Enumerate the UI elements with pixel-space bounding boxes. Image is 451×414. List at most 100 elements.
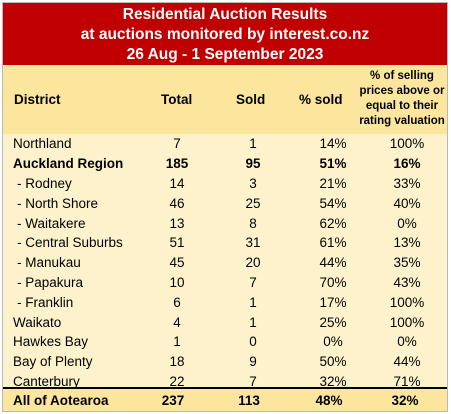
pct-sold-cell: 51% [319, 156, 347, 172]
district-cell: - Manukau [17, 255, 81, 271]
table-row: - Franklin 6 1 17% 100% [3, 292, 447, 312]
pct-valuation-header-line: % of selling [370, 70, 434, 82]
pct-valuation-header: % of selling prices above or equal to th… [359, 69, 445, 129]
total-cell: 7 [173, 136, 181, 152]
pct-val-cell: 100% [389, 294, 425, 310]
table-row: Auckland Region 185 95 51% 16% [3, 154, 447, 174]
district-cell: - Waitakere [17, 215, 86, 231]
pct-valuation-header-line: prices above or [359, 85, 445, 97]
auction-results-table: Residential Auction Results at auctions … [2, 2, 448, 412]
district-cell: Bay of Plenty [13, 354, 93, 370]
total-cell: 185 [165, 156, 189, 172]
pct-valuation-header-line: rating valuation [359, 115, 445, 127]
district-cell: - Franklin [17, 294, 74, 310]
total-district: All of Aotearoa [13, 392, 109, 408]
pct-val-cell: 100% [389, 314, 425, 330]
district-cell: Northland [13, 136, 72, 152]
column-header-row: District Total Sold % sold % of selling … [3, 65, 447, 134]
total-cell: 18 [169, 354, 185, 370]
total-cell: 13 [169, 215, 185, 231]
table-row: - Rodney 14 3 21% 33% [3, 174, 447, 194]
district-cell: Waikato [13, 314, 62, 330]
sold-cell: 1 [249, 136, 257, 152]
total-total: 237 [161, 392, 185, 408]
total-cell: 46 [169, 195, 185, 211]
table-row: - Papakura 10 7 70% 43% [3, 273, 447, 293]
pct-val-cell: 33% [393, 175, 421, 191]
pct-val-cell: 44% [393, 354, 421, 370]
total-cell: 4 [173, 314, 181, 330]
pct-val-cell: 16% [393, 156, 421, 172]
district-cell: - Papakura [17, 274, 84, 290]
sold-cell: 1 [249, 294, 257, 310]
pct-val-cell: 0% [397, 334, 417, 350]
pct-sold-cell: 54% [319, 195, 347, 211]
pct-val-cell: 35% [393, 255, 421, 271]
table-row: Hawkes Bay 1 0 0% 0% [3, 332, 447, 352]
total-row: All of Aotearoa 237 113 48% 32% [3, 387, 447, 411]
pct-sold-cell: 21% [319, 175, 347, 191]
total-cell: 22 [169, 373, 185, 389]
pct-val-cell: 100% [389, 136, 425, 152]
total-pct-val: 32% [391, 392, 419, 408]
district-header: District [14, 92, 61, 107]
total-cell: 1 [173, 334, 181, 350]
district-cell: - Rodney [17, 175, 72, 191]
pct-sold-cell: 61% [319, 235, 347, 251]
results-body: Northland 7 1 14% 100% Auckland Region 185 95 51… [3, 134, 447, 391]
pct-val-cell: 43% [393, 274, 421, 290]
pct-sold-cell: 14% [319, 136, 347, 152]
pct-sold-header: % sold [299, 92, 343, 107]
total-sold: 113 [238, 392, 260, 408]
total-cell: 6 [173, 294, 181, 310]
pct-val-cell: 40% [393, 195, 421, 211]
district-cell: Hawkes Bay [13, 334, 89, 350]
table-row: Canterbury 22 7 32% 71% [3, 372, 447, 392]
total-header: Total [161, 92, 193, 107]
sold-cell: 7 [249, 373, 257, 389]
total-pct-sold: 48% [315, 392, 343, 408]
pct-val-cell: 0% [397, 215, 417, 231]
total-cell: 10 [169, 274, 185, 290]
district-cell: Auckland Region [13, 156, 124, 172]
total-cell: 51 [169, 235, 185, 251]
pct-sold-cell: 44% [319, 255, 347, 271]
table-row: - Central Suburbs 51 31 61% 13% [3, 233, 447, 253]
pct-val-cell: 13% [393, 235, 421, 251]
pct-sold-cell: 32% [319, 373, 347, 389]
total-cell: 45 [169, 255, 185, 271]
sold-cell: 3 [249, 175, 257, 191]
table-row: - Manukau 45 20 44% 35% [3, 253, 447, 273]
pct-sold-cell: 50% [319, 354, 347, 370]
table-row: - North Shore 46 25 54% 40% [3, 193, 447, 213]
district-cell: - Central Suburbs [17, 235, 123, 251]
table-row: Waikato 4 1 25% 100% [3, 312, 447, 332]
sold-cell: 31 [245, 235, 261, 251]
district-cell: Canterbury [13, 373, 80, 389]
title-line-3: 26 Aug - 1 September 2023 [126, 46, 324, 63]
pct-sold-cell: 0% [323, 334, 343, 350]
sold-cell: 0 [249, 334, 257, 350]
table-row: Northland 7 1 14% 100% [3, 134, 447, 154]
sold-cell: 7 [249, 274, 257, 290]
total-cell: 14 [169, 175, 185, 191]
pct-sold-cell: 62% [319, 215, 347, 231]
table-row: - Waitakere 13 8 62% 0% [3, 213, 447, 233]
pct-sold-cell: 17% [319, 294, 347, 310]
title-banner: Residential Auction Results at auctions … [3, 3, 447, 65]
table-row: Bay of Plenty 18 9 50% 44% [3, 352, 447, 372]
pct-sold-cell: 70% [319, 274, 347, 290]
pct-val-cell: 71% [393, 373, 421, 389]
sold-cell: 20 [245, 255, 261, 271]
pct-valuation-header-line: equal to their [365, 100, 439, 112]
title-line-1: Residential Auction Results [122, 6, 328, 23]
sold-cell: 25 [245, 195, 261, 211]
sold-header: Sold [236, 92, 266, 107]
sold-cell: 8 [249, 215, 257, 231]
sold-cell: 9 [249, 354, 257, 370]
sold-cell: 95 [245, 156, 261, 172]
district-cell: - North Shore [17, 195, 99, 211]
pct-sold-cell: 25% [319, 314, 347, 330]
title-line-2: at auctions monitored by interest.co.nz [80, 26, 370, 43]
sold-cell: 1 [249, 314, 257, 330]
